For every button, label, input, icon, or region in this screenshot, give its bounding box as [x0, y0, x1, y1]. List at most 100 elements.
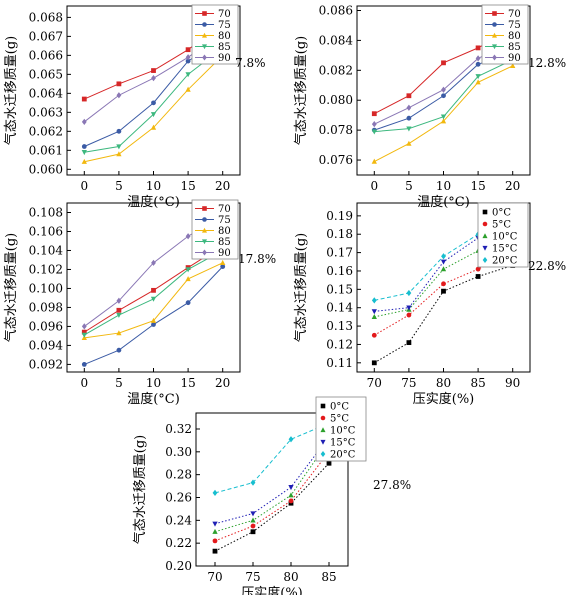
data-point: [220, 264, 226, 270]
legend-marker: [492, 11, 497, 16]
data-point: [150, 124, 157, 130]
legend-marker: [201, 239, 208, 245]
legend-box: [191, 4, 239, 65]
data-point: [81, 96, 87, 102]
legend-marker: [201, 227, 208, 233]
data-point: [81, 323, 87, 330]
legend-label: 80: [218, 226, 231, 237]
data-point: [185, 233, 191, 240]
y-tick-label: 0.067: [29, 29, 63, 43]
data-point: [150, 317, 157, 323]
data-point: [371, 297, 377, 304]
legend-marker: [202, 249, 207, 256]
data-point: [371, 158, 377, 164]
plot-frame: [195, 412, 349, 567]
series-10°C: [212, 437, 332, 534]
y-tick-label: 0.22: [165, 536, 192, 550]
legend-marker: [482, 245, 488, 251]
x-tick-label: 85: [470, 376, 485, 390]
x-tick-label: 10: [436, 179, 451, 193]
data-point: [116, 144, 122, 150]
y-tick-label: 0.094: [29, 338, 64, 352]
data-point: [185, 58, 191, 64]
legend-label: 80: [508, 31, 521, 42]
moisture-annotation: 22.8%: [528, 259, 566, 273]
legend-label: 75: [218, 215, 231, 226]
x-tick-label: 75: [401, 376, 416, 390]
y-tick-label: 0.15: [326, 282, 353, 296]
data-point: [371, 121, 377, 128]
data-point: [81, 332, 87, 338]
data-point: [440, 259, 447, 265]
data-point: [371, 360, 377, 366]
y-tick-label: 0.18: [326, 227, 353, 241]
legend-marker: [320, 427, 326, 433]
x-tick-label: 15: [470, 179, 485, 193]
data-point: [151, 287, 156, 293]
series-15°C: [212, 434, 332, 527]
series-80: [371, 62, 516, 164]
y-tick-label: 0.20: [165, 559, 192, 573]
y-tick-label: 0.24: [165, 513, 192, 527]
legend-label: 5°C: [492, 220, 511, 231]
x-tick-label: 80: [436, 376, 451, 390]
x-tick-label: 80: [283, 570, 298, 584]
x-tick-label: 20: [215, 179, 230, 193]
legend: 0°C5°C10°C15°C20°C: [477, 202, 529, 268]
y-tick-label: 0.063: [29, 105, 63, 119]
data-point: [81, 144, 87, 149]
y-tick-label: 0.14: [326, 301, 353, 315]
y-tick-label: 0.064: [29, 86, 64, 100]
data-point: [406, 305, 412, 311]
data-point: [185, 47, 191, 53]
y-tick-label: 0.19: [326, 209, 353, 223]
data-point: [510, 62, 516, 68]
data-point: [250, 479, 256, 486]
data-point: [441, 86, 446, 93]
data-point: [150, 296, 157, 302]
data-point: [116, 128, 122, 134]
moisture-annotation: 7.8%: [235, 56, 266, 70]
series-0°C: [371, 263, 516, 366]
data-point: [406, 289, 412, 297]
data-point: [406, 126, 412, 132]
data-point: [150, 112, 157, 118]
data-point: [212, 548, 218, 554]
moisture-annotation: 12.8%: [528, 56, 566, 70]
data-point: [151, 68, 156, 73]
x-tick-label: 0: [80, 179, 88, 193]
y-tick-label: 0.066: [29, 48, 63, 62]
legend-marker: [482, 209, 488, 215]
data-point: [326, 460, 332, 466]
legend-label: 90: [218, 53, 231, 64]
legend-label: 85: [218, 237, 231, 248]
x-tick-label: 10: [146, 376, 161, 390]
data-point: [116, 330, 122, 336]
data-point: [116, 92, 122, 99]
y-tick-label: 0.11: [326, 356, 353, 370]
data-point: [250, 517, 256, 523]
legend-label: 70: [508, 9, 521, 20]
legend-marker: [201, 32, 208, 38]
series-line: [214, 422, 330, 494]
data-point: [212, 489, 218, 497]
legend-label: 10°C: [492, 232, 518, 243]
data-point: [212, 538, 218, 544]
data-point: [288, 498, 294, 504]
data-point: [475, 61, 481, 67]
data-point: [185, 72, 191, 78]
legend-label: 85: [508, 42, 521, 53]
data-point: [185, 276, 191, 282]
data-point: [406, 340, 412, 346]
data-point: [81, 150, 87, 156]
y-tick-label: 0.092: [29, 357, 63, 371]
y-tick-label: 0.076: [319, 153, 353, 167]
data-point: [441, 281, 446, 287]
series-line: [374, 264, 513, 364]
y-tick-label: 0.13: [326, 319, 353, 333]
data-point: [151, 100, 156, 106]
y-tick-label: 0.28: [165, 468, 192, 482]
x-tick-label: 20: [505, 179, 520, 193]
